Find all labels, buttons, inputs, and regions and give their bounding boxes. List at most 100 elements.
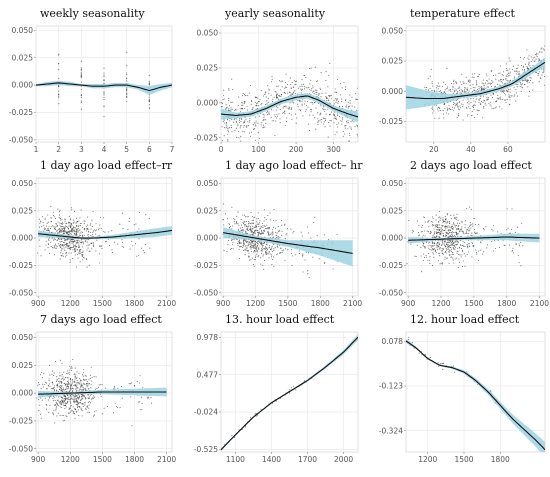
data-point bbox=[64, 398, 66, 400]
data-point bbox=[262, 120, 264, 122]
xtick-label: 60 bbox=[503, 145, 513, 154]
data-point bbox=[38, 399, 40, 401]
ytick-label: -0.050 bbox=[9, 444, 33, 453]
data-point bbox=[252, 242, 254, 244]
data-point bbox=[138, 228, 140, 230]
data-point bbox=[501, 81, 503, 83]
data-point bbox=[90, 242, 92, 244]
data-point bbox=[248, 241, 250, 243]
data-point bbox=[71, 233, 73, 235]
data-point bbox=[238, 239, 240, 241]
data-point bbox=[83, 395, 85, 397]
ytick-label: -0.050 bbox=[194, 288, 218, 297]
data-point bbox=[51, 387, 53, 389]
data-point bbox=[65, 415, 67, 417]
data-point bbox=[284, 113, 286, 115]
data-point bbox=[126, 74, 128, 76]
data-point bbox=[90, 384, 92, 386]
data-point bbox=[79, 240, 81, 242]
data-point bbox=[423, 242, 425, 244]
data-point bbox=[284, 86, 287, 88]
panel-title: 2 days ago load effect bbox=[410, 159, 532, 172]
data-point bbox=[439, 216, 441, 218]
data-point bbox=[259, 228, 261, 230]
data-point bbox=[467, 230, 469, 232]
data-point bbox=[293, 102, 295, 104]
data-point bbox=[440, 227, 443, 229]
data-point bbox=[300, 88, 302, 90]
data-point bbox=[135, 223, 137, 225]
data-point bbox=[441, 263, 443, 265]
data-point bbox=[278, 252, 281, 254]
data-point bbox=[75, 395, 77, 397]
data-point bbox=[318, 121, 320, 123]
data-point bbox=[486, 83, 488, 85]
ytick-label: -0.025 bbox=[194, 261, 218, 270]
data-point bbox=[435, 104, 437, 106]
data-point bbox=[272, 229, 274, 231]
data-point bbox=[494, 107, 496, 109]
data-point bbox=[53, 387, 55, 389]
data-point bbox=[515, 73, 517, 75]
data-point bbox=[309, 89, 311, 91]
data-point bbox=[463, 245, 465, 247]
data-point bbox=[262, 245, 264, 247]
data-point bbox=[70, 405, 72, 407]
data-point bbox=[146, 397, 148, 399]
plot-content bbox=[36, 358, 167, 427]
data-point bbox=[316, 234, 318, 236]
data-point bbox=[432, 224, 434, 226]
data-point bbox=[60, 255, 62, 257]
data-point bbox=[86, 249, 88, 251]
ytick-label: 0.050 bbox=[382, 179, 404, 188]
data-point bbox=[303, 86, 305, 88]
data-point bbox=[294, 90, 296, 92]
plot-content bbox=[36, 51, 172, 118]
data-point bbox=[444, 256, 446, 258]
data-point bbox=[427, 220, 429, 222]
data-point bbox=[320, 112, 322, 114]
data-point bbox=[344, 99, 347, 102]
data-point bbox=[61, 223, 63, 225]
data-point bbox=[456, 213, 458, 215]
data-point bbox=[518, 262, 520, 264]
data-point bbox=[434, 90, 436, 92]
data-point bbox=[148, 99, 150, 101]
data-point bbox=[58, 69, 60, 71]
data-point bbox=[287, 249, 289, 251]
data-point bbox=[530, 60, 532, 63]
data-point bbox=[233, 436, 236, 438]
data-point bbox=[512, 69, 514, 71]
data-point bbox=[70, 207, 72, 209]
data-point bbox=[467, 80, 470, 82]
data-point bbox=[269, 219, 272, 221]
data-point bbox=[442, 232, 444, 234]
data-point bbox=[88, 407, 90, 409]
data-point bbox=[435, 87, 438, 89]
data-point bbox=[80, 100, 82, 102]
data-point bbox=[289, 95, 291, 97]
data-point bbox=[243, 124, 245, 126]
data-point bbox=[338, 105, 341, 108]
data-point bbox=[79, 223, 81, 225]
data-point bbox=[254, 259, 256, 261]
data-point bbox=[55, 406, 57, 408]
data-point bbox=[469, 225, 471, 227]
data-point bbox=[86, 405, 88, 407]
data-point bbox=[427, 221, 429, 223]
data-point bbox=[56, 386, 58, 388]
data-point bbox=[261, 250, 263, 252]
data-point bbox=[271, 120, 273, 122]
data-point bbox=[433, 233, 435, 235]
data-point bbox=[313, 93, 315, 95]
data-point bbox=[307, 232, 309, 234]
data-point bbox=[71, 242, 73, 244]
data-point bbox=[336, 91, 338, 93]
data-point bbox=[80, 386, 82, 388]
data-point bbox=[462, 251, 464, 253]
data-point bbox=[438, 243, 440, 245]
data-point bbox=[79, 217, 81, 219]
data-point bbox=[289, 102, 291, 104]
ytick-label: 0.000 bbox=[197, 98, 219, 107]
data-point bbox=[274, 247, 276, 249]
